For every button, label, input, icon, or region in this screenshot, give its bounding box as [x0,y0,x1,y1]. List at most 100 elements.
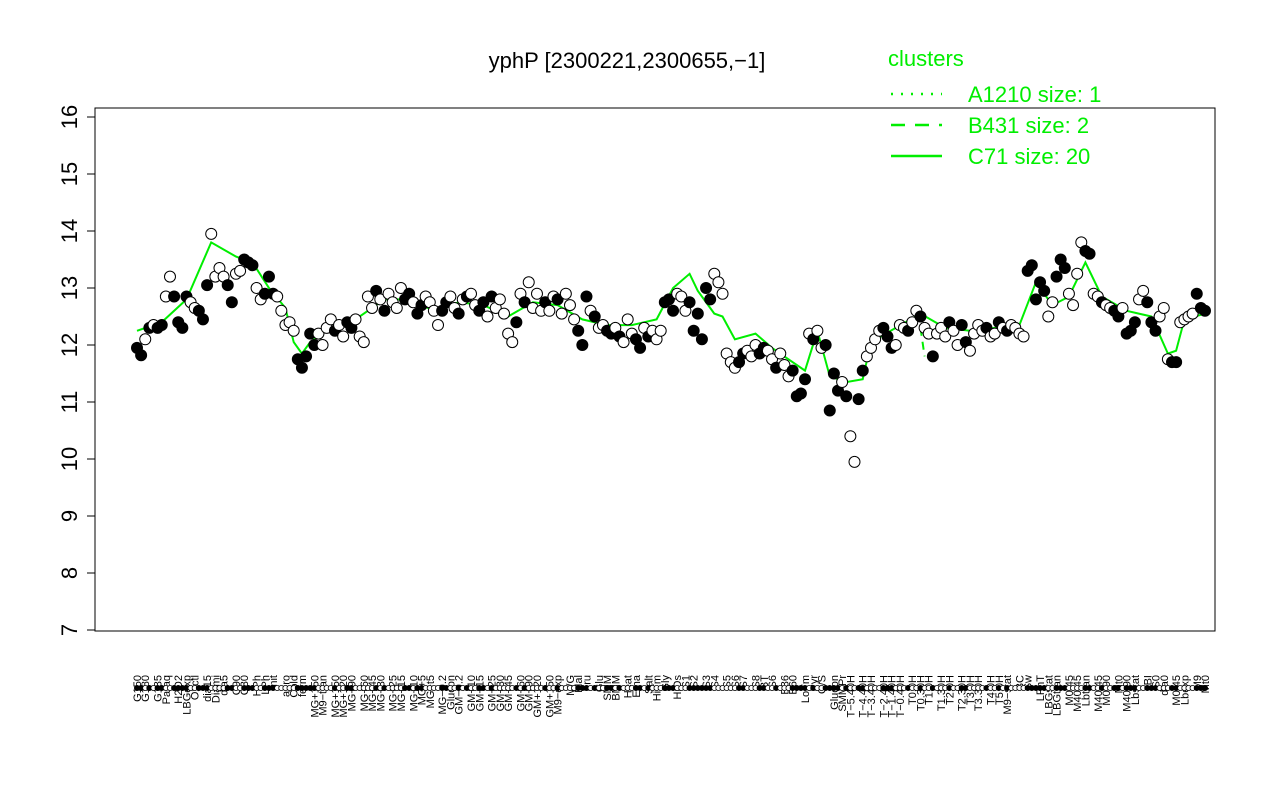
data-point [621,313,634,326]
data-point [588,310,601,323]
data-point [1190,287,1203,300]
data-point [1116,301,1129,314]
data-point [1083,247,1096,260]
data-point [856,364,869,377]
legend-entries: A1210 size: 1 B431 size: 2 C71 size: 20 [891,82,1101,169]
data-point [881,330,894,343]
data-point [1058,262,1071,275]
data-point [683,296,696,309]
data-point [1062,287,1075,300]
x-tick-label: LBGexp [181,675,193,715]
data-point [695,333,708,346]
data-point [1025,259,1038,272]
x-tick-label: GM+45 [503,675,515,711]
data-point [530,287,543,300]
data-point [155,319,168,332]
data-point [225,296,238,309]
data-point [444,290,457,303]
data-point [551,293,564,306]
x-tick-label: C30 [239,675,251,695]
data-point [262,270,275,283]
data-point [559,287,572,300]
x-tick-label: LBGtran [1052,675,1064,716]
x-tick-label: T−3.40H [866,675,878,718]
data-point [700,282,713,294]
plot-frame [94,107,1216,632]
data-point [366,301,379,314]
data-point [1157,301,1170,314]
x-tick-label: M40t45 [1072,675,1084,712]
data-point [1038,284,1051,297]
x-tick-label: MG+60 [359,675,371,711]
x-tick-label: G/S [817,675,829,694]
data-point [819,339,832,351]
data-point [1141,296,1154,309]
data-point [168,290,181,303]
series-line-c71 [136,240,1206,384]
data-point [1137,284,1150,297]
data-point [926,350,939,363]
data-point [1042,310,1055,323]
data-point [568,313,581,326]
x-tick-label: T−0.40H [895,675,907,718]
x-tick-label: T0.30H [915,675,927,711]
data-point [778,358,791,371]
y-tick-label: 8 [57,567,82,579]
y-tick-label: 10 [57,447,82,471]
x-tick-label: SMMPr [837,675,849,712]
legend-label: C71 size: 20 [968,144,1090,169]
data-point [572,324,585,337]
legend: clusters A1210 size: 1 B431 size: 2 C71 si… [888,46,1101,169]
y-tick-label: 11 [57,391,82,414]
data-point [555,307,568,320]
chart-title: yphP [2300221,2300655,−1] [489,48,766,73]
x-tick-label: T2.30H [957,675,969,711]
data-point [576,339,589,351]
data-point [687,324,700,337]
data-point [234,264,247,277]
x-tick-label: GM+30 [495,675,507,711]
x-tick-label: LBGstat [1043,675,1055,715]
data-point [914,310,927,323]
data-point [1186,307,1199,320]
data-point [275,304,288,317]
data-point [357,336,370,349]
data-point [361,290,374,303]
data-point [906,316,919,329]
data-point [312,327,325,340]
x-tick-label: MG+45 [367,675,379,711]
data-point [295,361,308,374]
y-tick-label: 14 [57,219,82,243]
data-point [287,324,300,337]
data-point [774,347,787,360]
x-tick-label: nit [268,675,280,687]
data-point [465,287,478,300]
data-point [452,307,465,320]
x-tick-label: GM+90 [524,675,536,711]
y-axis: 7 8 9 10 11 12 13 14 15 16 [57,105,96,636]
data-point [250,282,263,294]
data-point [617,336,630,349]
data-point [1128,316,1141,329]
data-point [827,367,840,380]
data-point [852,393,865,406]
data-point [963,344,976,357]
data-point [794,387,807,400]
x-tick-label: MG+t5 [425,675,437,708]
x-tick-label: GM+10 [466,675,478,711]
data-point [518,296,531,309]
y-tick-label: 9 [57,510,82,522]
data-point [1017,330,1030,343]
x-tick-label: T1.30H [936,675,948,711]
data-point [176,321,189,334]
data-point [811,324,824,337]
x-tick-label: MG+25 [388,675,400,711]
data-point [654,324,667,337]
x-tick-label: GM+15 [474,675,486,711]
data-point [506,336,519,349]
data-point [374,293,387,306]
legend-label: A1210 size: 1 [968,82,1101,107]
x-tick-label: B60 [788,675,800,695]
legend-title: clusters [888,46,964,71]
data-point [477,296,490,309]
